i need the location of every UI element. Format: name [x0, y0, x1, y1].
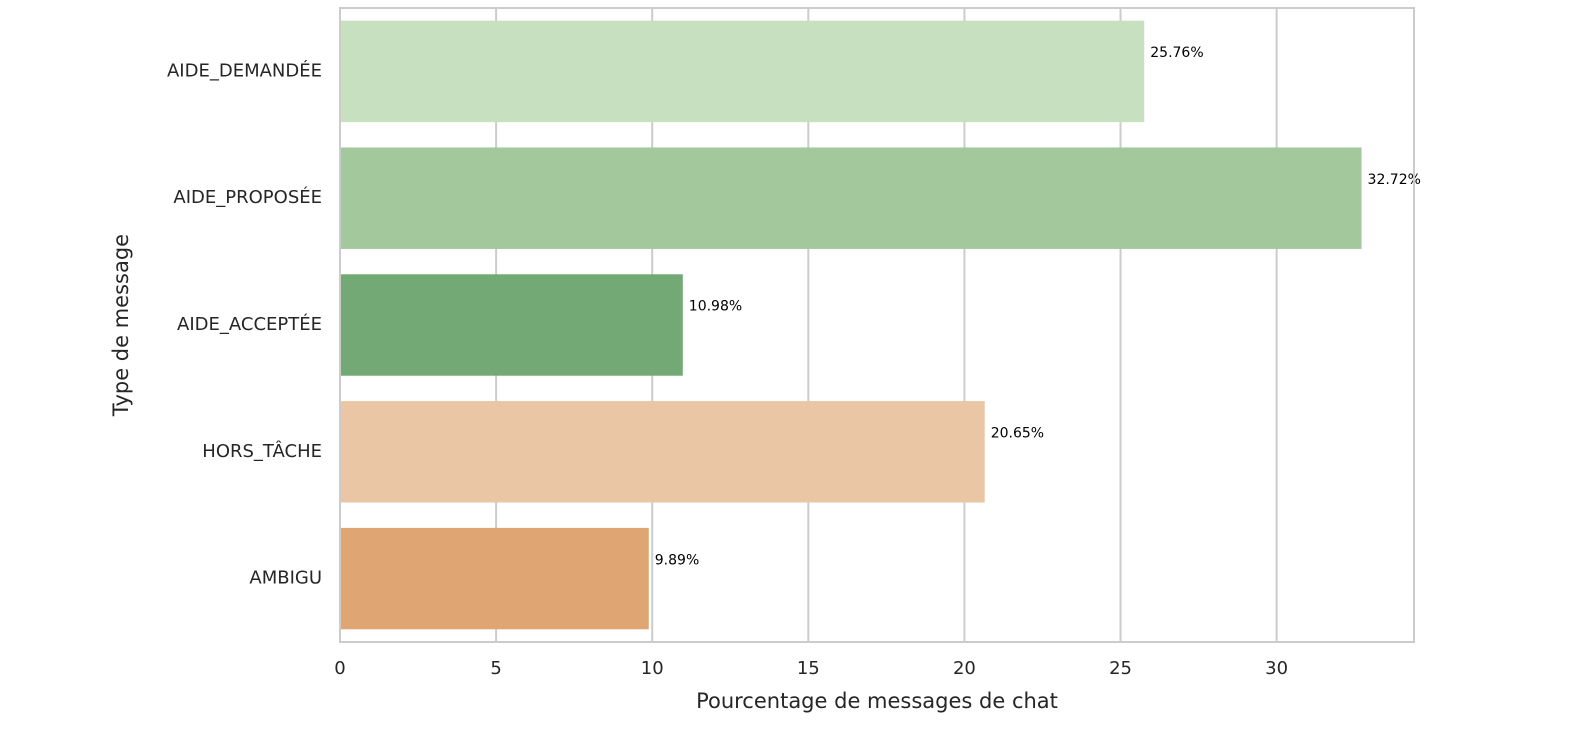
y-axis-label: Type de message — [109, 234, 133, 417]
bar-3 — [340, 401, 985, 503]
x-tick-labels: 0 5 10 15 20 25 30 — [334, 658, 1288, 679]
y-tick-label-0: AIDE_DEMANDÉE — [167, 59, 322, 81]
x-tick-label-1: 5 — [490, 658, 501, 679]
x-tick-label-2: 10 — [641, 658, 664, 679]
y-tick-labels: AIDE_DEMANDÉE AIDE_PROPOSÉE AIDE_ACCEPTÉE H… — [167, 59, 322, 588]
bar-1 — [340, 147, 1362, 249]
y-tick-label-3: HORS_TÂCHE — [202, 440, 322, 462]
y-tick-label-4: AMBIGU — [249, 568, 322, 589]
x-tick-label-5: 25 — [1109, 658, 1132, 679]
data-label-0: 25.76% — [1150, 45, 1203, 61]
bar-2 — [340, 274, 683, 376]
plot-frame — [339, 7, 1415, 643]
x-axis-label: Pourcentage de messages de chat — [696, 689, 1058, 713]
x-tick-label-3: 15 — [797, 658, 820, 679]
bars — [340, 20, 1362, 630]
x-tick-label-0: 0 — [334, 658, 345, 679]
data-label-4: 9.89% — [655, 552, 699, 568]
data-label-2: 10.98% — [689, 299, 742, 315]
bar-4 — [340, 527, 649, 630]
bar-0 — [340, 20, 1145, 123]
data-labels: 25.76% 32.72% 10.98% 20.65% 9.89% — [655, 45, 1421, 568]
data-label-1: 32.72% — [1368, 172, 1421, 188]
data-label-3: 20.65% — [991, 426, 1044, 442]
y-tick-label-2: AIDE_ACCEPTÉE — [177, 313, 322, 335]
x-tick-label-6: 30 — [1265, 658, 1288, 679]
y-tick-label-1: AIDE_PROPOSÉE — [173, 186, 322, 208]
x-tick-label-4: 20 — [953, 658, 976, 679]
